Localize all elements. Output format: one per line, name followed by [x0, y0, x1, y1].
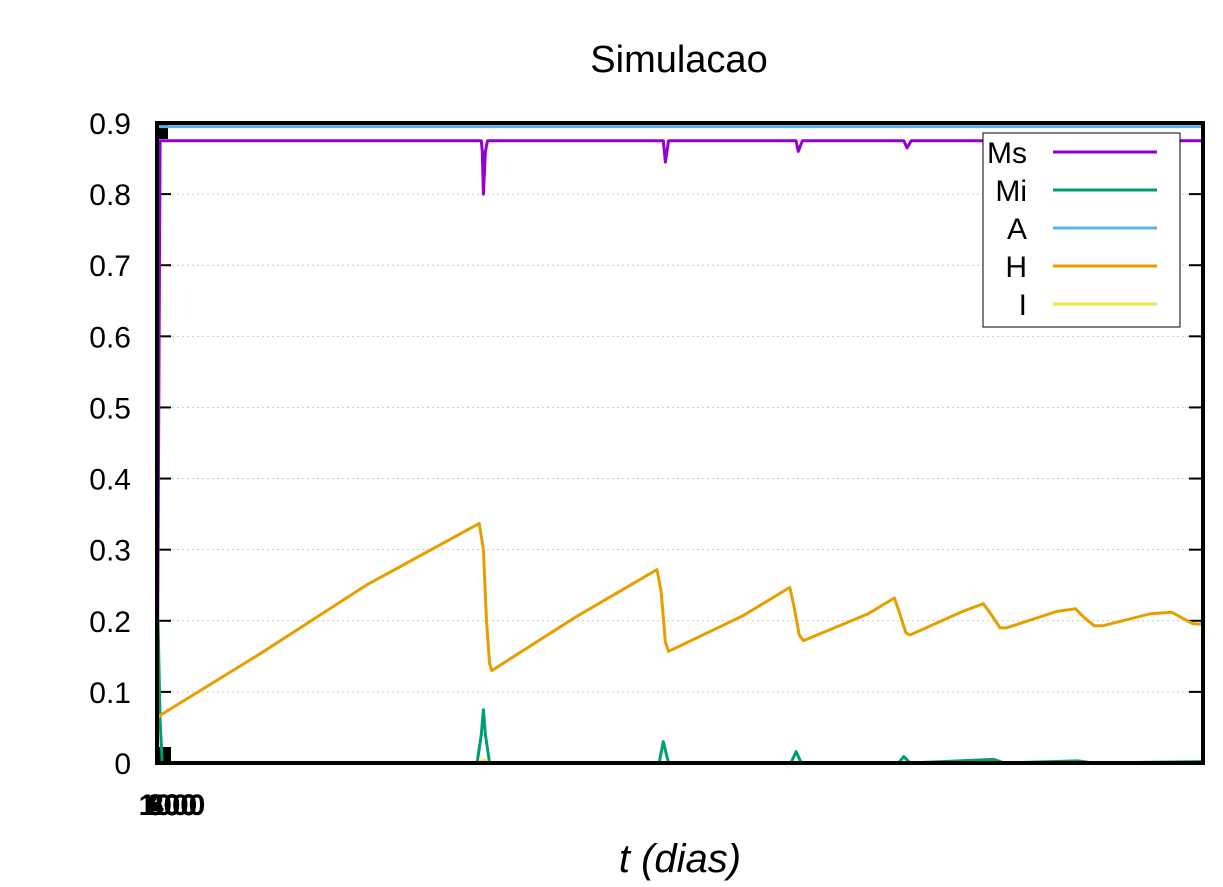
y-tick-label: 0 — [114, 748, 131, 781]
legend-box — [982, 132, 1181, 328]
x-tick-mark — [157, 123, 168, 139]
y-tick-label: 0.5 — [89, 392, 131, 425]
x-axis-label: t (dias) — [619, 837, 741, 881]
series-line-ms — [155, 139, 1203, 764]
legend-label: Mi — [995, 175, 1027, 208]
y-axis-ticks: 0 0.1 0.2 0.3 0.4 0.5 0.6 0.7 0.8 0.9 — [89, 108, 1203, 781]
x-tick-label: 200 — [147, 789, 197, 822]
x-tick-label: 0 — [164, 789, 181, 822]
y-tick-label: 0.1 — [89, 677, 131, 710]
y-tick-label: 0.9 — [89, 108, 131, 141]
legend-label: Ms — [987, 137, 1027, 170]
x-tick-label: 400 — [147, 789, 197, 822]
y-tick-label: 0.3 — [89, 535, 131, 568]
y-tick-label: 0.7 — [89, 250, 131, 283]
y-tick-label: 0.6 — [89, 321, 131, 354]
x-tick-label: 1000 — [139, 789, 206, 822]
legend-label: A — [1007, 213, 1027, 246]
series-line-h — [155, 521, 1204, 719]
plot-frame — [155, 121, 1205, 765]
legend: Ms Mi AHI — [982, 132, 1181, 328]
x-tick-mark — [157, 747, 171, 763]
x-tick-label: 800 — [147, 789, 197, 822]
y-tick-label: 0.4 — [89, 464, 131, 497]
x-tick-label: 600 — [147, 789, 197, 822]
legend-label: H — [1005, 251, 1027, 284]
y-tick-label: 0.2 — [89, 606, 131, 639]
chart-title: Simulacao — [590, 39, 767, 81]
legend-label: I — [1019, 289, 1027, 322]
y-tick-label: 0.8 — [89, 179, 131, 212]
